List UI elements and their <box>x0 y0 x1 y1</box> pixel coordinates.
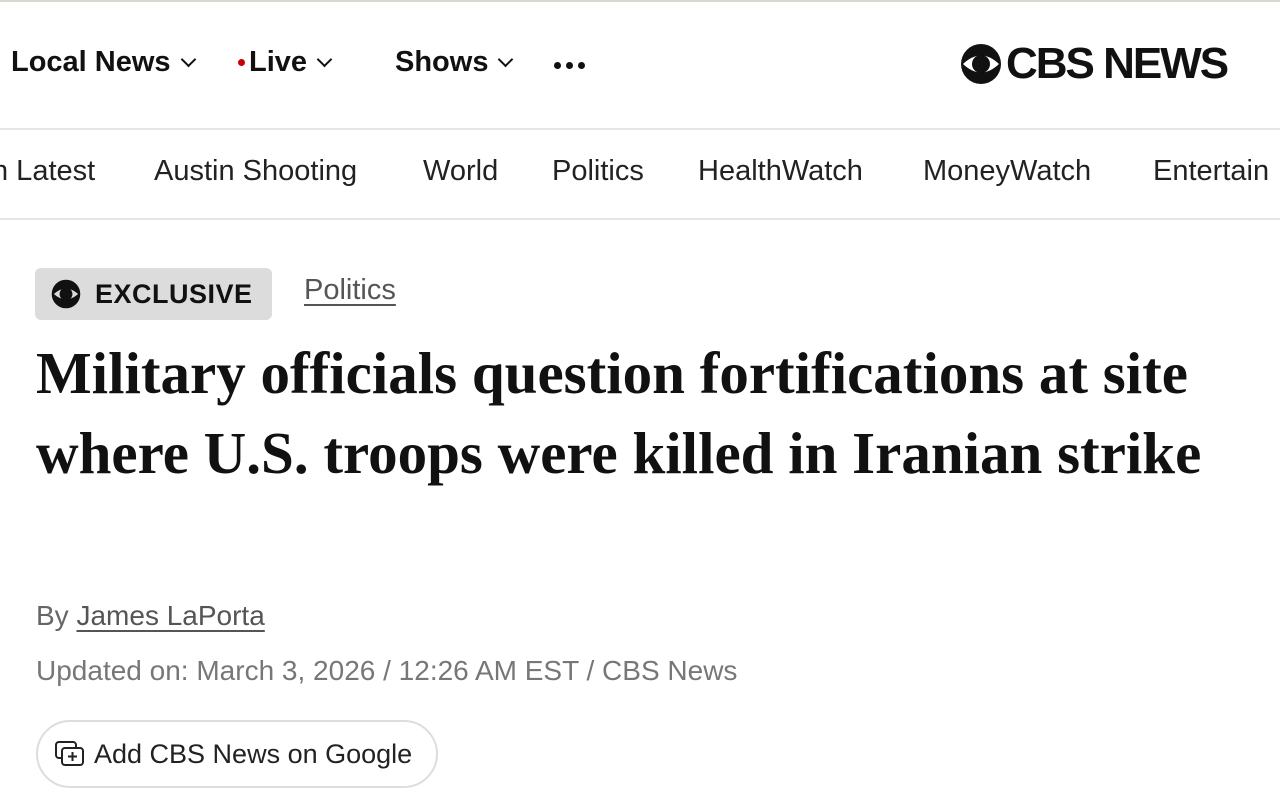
add-on-google-button[interactable]: Add CBS News on Google <box>36 720 438 788</box>
section-nav: n Latest Austin Shooting World Politics … <box>0 130 1280 220</box>
live-dot-icon <box>238 59 245 66</box>
section-moneywatch[interactable]: MoneyWatch <box>923 155 1092 187</box>
byline: By James LaPorta <box>36 600 265 632</box>
section-entertainment[interactable]: Entertain <box>1153 155 1270 187</box>
add-source-icon <box>55 741 84 766</box>
primary-nav: Local News Live Shows CBS NEWS <box>0 2 1280 130</box>
nav-label: Local News <box>11 46 171 78</box>
headline: Military officials question fortificatio… <box>36 340 1202 486</box>
nav-local-news[interactable]: Local News <box>11 46 196 79</box>
cbs-news-logo[interactable]: CBS NEWS <box>960 39 1229 88</box>
section-world[interactable]: World <box>423 155 499 187</box>
chevron-down-icon <box>180 51 196 68</box>
updated-timestamp: Updated on: March 3, 2026 / 12:26 AM EST… <box>36 655 738 686</box>
nav-live[interactable]: Live <box>238 46 333 79</box>
section-politics[interactable]: Politics <box>552 155 644 187</box>
logo-text: CBS NEWS <box>1006 39 1229 88</box>
byline-prefix: By <box>36 600 69 631</box>
top-border <box>0 0 1280 2</box>
chevron-down-icon <box>498 51 514 68</box>
button-label: Add CBS News on Google <box>94 738 413 769</box>
nav-label: Live <box>249 46 308 78</box>
author-link[interactable]: James LaPorta <box>76 600 265 631</box>
category-link[interactable]: Politics <box>304 274 396 306</box>
section-healthwatch[interactable]: HealthWatch <box>698 155 863 187</box>
nav-shows[interactable]: Shows <box>395 46 514 79</box>
exclusive-badge: EXCLUSIVE <box>35 268 272 320</box>
section-austin-shooting[interactable]: Austin Shooting <box>154 155 358 187</box>
cbs-eye-icon <box>51 279 81 309</box>
section-latest[interactable]: n Latest <box>0 155 96 187</box>
badge-label: EXCLUSIVE <box>95 278 253 309</box>
cbs-eye-icon <box>961 44 1001 84</box>
more-menu-button[interactable] <box>554 62 585 69</box>
chevron-down-icon <box>316 51 333 68</box>
nav-label: Shows <box>395 46 489 78</box>
